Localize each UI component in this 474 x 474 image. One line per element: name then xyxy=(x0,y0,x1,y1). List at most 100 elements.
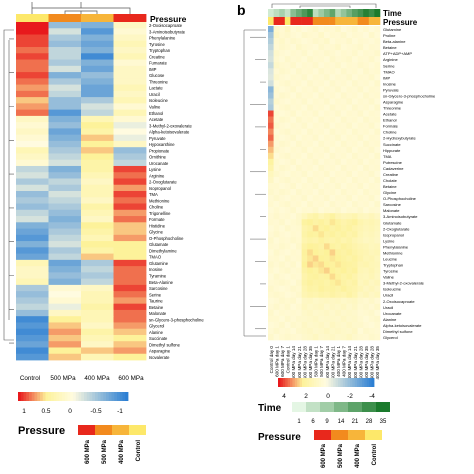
panel-b-heatmap-cell xyxy=(284,279,291,286)
panel-b-legend-tick: 0 xyxy=(326,393,330,400)
panel-b-heatmap-cell xyxy=(346,183,353,190)
panel-a-heatmap-cell xyxy=(16,278,49,286)
panel-b-heatmap-cell xyxy=(363,44,370,51)
panel-a-column-dendrogram xyxy=(31,2,131,14)
panel-b-heatmap-cell xyxy=(324,128,330,135)
panel-b-heatmap-cell xyxy=(273,333,280,341)
panel-a-heatmap-cell xyxy=(113,140,147,148)
panel-b-heatmap-cell xyxy=(357,68,364,75)
panel-b-heatmap-cell xyxy=(324,92,330,99)
panel-b-heatmap-cell xyxy=(290,219,297,226)
panel-b-heatmap-cell xyxy=(273,195,280,202)
panel-a-legend-gradient-segment xyxy=(31,392,35,401)
panel-b-heatmap-cell xyxy=(374,273,381,280)
panel-a-heatmap-cell xyxy=(81,241,114,248)
panel-b-heatmap-cell xyxy=(296,291,302,299)
panel-b-heatmap-cell xyxy=(307,279,314,286)
panel-b-heatmap-cell xyxy=(279,243,286,250)
panel-b-heatmap-cell xyxy=(273,116,280,123)
panel-b-heatmap-cell xyxy=(352,309,358,317)
panel-b-heatmap-cell xyxy=(335,50,342,57)
panel-b-row-label: Choline xyxy=(383,130,397,135)
panel-b-heatmap-cell xyxy=(346,116,353,123)
panel-b-heatmap-cell xyxy=(273,134,280,142)
panel-b-heatmap-cell xyxy=(329,164,336,172)
panel-b-heatmap-cell xyxy=(290,164,297,172)
panel-a-heatmap-cell xyxy=(48,59,82,67)
panel-b-heatmap-cell xyxy=(352,56,358,63)
panel-b-heatmap-cell xyxy=(268,86,274,93)
panel-b-heatmap-cell xyxy=(318,68,325,75)
panel-b-heatmap-cell xyxy=(363,297,370,305)
panel-b-heatmap-cell xyxy=(273,219,280,226)
panel-b-heatmap-cell xyxy=(368,255,375,262)
panel-b-heatmap-cell xyxy=(301,201,308,208)
panel-b-heatmap-cell xyxy=(318,176,325,184)
panel-b-heatmap-cell xyxy=(374,50,381,57)
panel-b-heatmap-cell xyxy=(335,62,342,69)
panel-b-heatmap-cell xyxy=(368,309,375,317)
panel-a-pressure-annotation-cell xyxy=(16,14,49,22)
panel-b-heatmap-cell xyxy=(312,164,319,172)
panel-b-heatmap-cell xyxy=(273,128,280,135)
panel-b-time-annotation-cell xyxy=(363,9,370,17)
panel-b-heatmap-cell xyxy=(284,285,291,292)
panel-a-row-label: 2-Oxoisocaproate xyxy=(149,23,183,28)
panel-a-heatmap-cell xyxy=(48,109,82,117)
panel-b-heatmap-cell xyxy=(340,50,347,57)
panel-b-heatmap-cell xyxy=(301,26,308,33)
panel-b-row-label: Malonate xyxy=(383,208,400,213)
panel-b-heatmap-cell xyxy=(318,237,325,244)
panel-b-legend-gradient-segment xyxy=(333,378,336,387)
panel-b-heatmap-cell xyxy=(340,321,347,329)
panel-a-heatmap-cell xyxy=(16,234,49,242)
panel-b-heatmap-cell xyxy=(357,237,364,244)
panel-b-heatmap-cell xyxy=(268,279,274,286)
panel-a-heatmap-cell xyxy=(16,228,49,236)
panel-a-row-label: sn-Glycero-3-phosphocholine xyxy=(149,317,204,322)
panel-a-row-label: Inosine xyxy=(149,267,163,272)
panel-b-heatmap-cell xyxy=(374,249,381,256)
panel-a-heatmap-cell xyxy=(16,316,49,323)
panel-a-legend-level-label: 400 MPa xyxy=(119,439,125,464)
panel-a-heatmap-cell xyxy=(48,40,82,48)
panel-b-heatmap-cell xyxy=(268,213,274,220)
panel-b-heatmap-cell xyxy=(357,176,364,184)
panel-b-legend-gradient-segment xyxy=(290,378,293,387)
panel-b-heatmap-cell xyxy=(340,273,347,280)
panel-b-heatmap-cell xyxy=(352,140,358,148)
panel-b-heatmap-cell xyxy=(374,38,381,45)
panel-b-heatmap-cell xyxy=(374,68,381,75)
panel-b-heatmap-cell xyxy=(312,122,319,129)
panel-a-heatmap-cell xyxy=(48,147,82,154)
panel-b-heatmap-cell xyxy=(357,207,364,214)
panel-b-heatmap-cell xyxy=(368,86,375,93)
panel-b-heatmap-cell xyxy=(352,116,358,123)
panel-b-heatmap-cell xyxy=(312,68,319,75)
panel-b-heatmap-cell xyxy=(279,104,286,111)
panel-b-heatmap-cell xyxy=(352,267,358,274)
panel-b-heatmap-cell xyxy=(346,26,353,33)
panel-b-heatmap-cell xyxy=(279,297,286,305)
panel-a-row-label: Lysine xyxy=(149,167,162,172)
panel-b-heatmap-cell xyxy=(324,207,330,214)
panel-b-heatmap-cell xyxy=(279,249,286,256)
panel-b-heatmap-cell xyxy=(318,201,325,208)
panel-a-heatmap-cell xyxy=(48,191,82,198)
panel-b-heatmap-cell xyxy=(363,267,370,274)
panel-b-heatmap-cell xyxy=(329,213,336,220)
panel-a-legend-gradient-segment xyxy=(51,392,55,401)
panel-b-heatmap-cell xyxy=(307,315,314,323)
panel-b-heatmap-cell xyxy=(374,140,381,148)
panel-b-heatmap-cell xyxy=(346,273,353,280)
panel-a-legend-tick: 1 xyxy=(22,408,26,415)
panel-b-heatmap-cell xyxy=(268,219,274,226)
panel-b-heatmap-cell xyxy=(268,273,274,280)
panel-b-heatmap-cell xyxy=(363,176,370,184)
panel-a-heatmap-cell xyxy=(113,241,147,248)
panel-b-heatmap-cell xyxy=(307,297,314,305)
panel-a-heatmap-cell xyxy=(113,115,147,123)
panel-b-heatmap-cell xyxy=(357,303,364,311)
panel-b-heatmap-cell xyxy=(352,195,358,202)
panel-b-heatmap-cell xyxy=(374,74,381,81)
